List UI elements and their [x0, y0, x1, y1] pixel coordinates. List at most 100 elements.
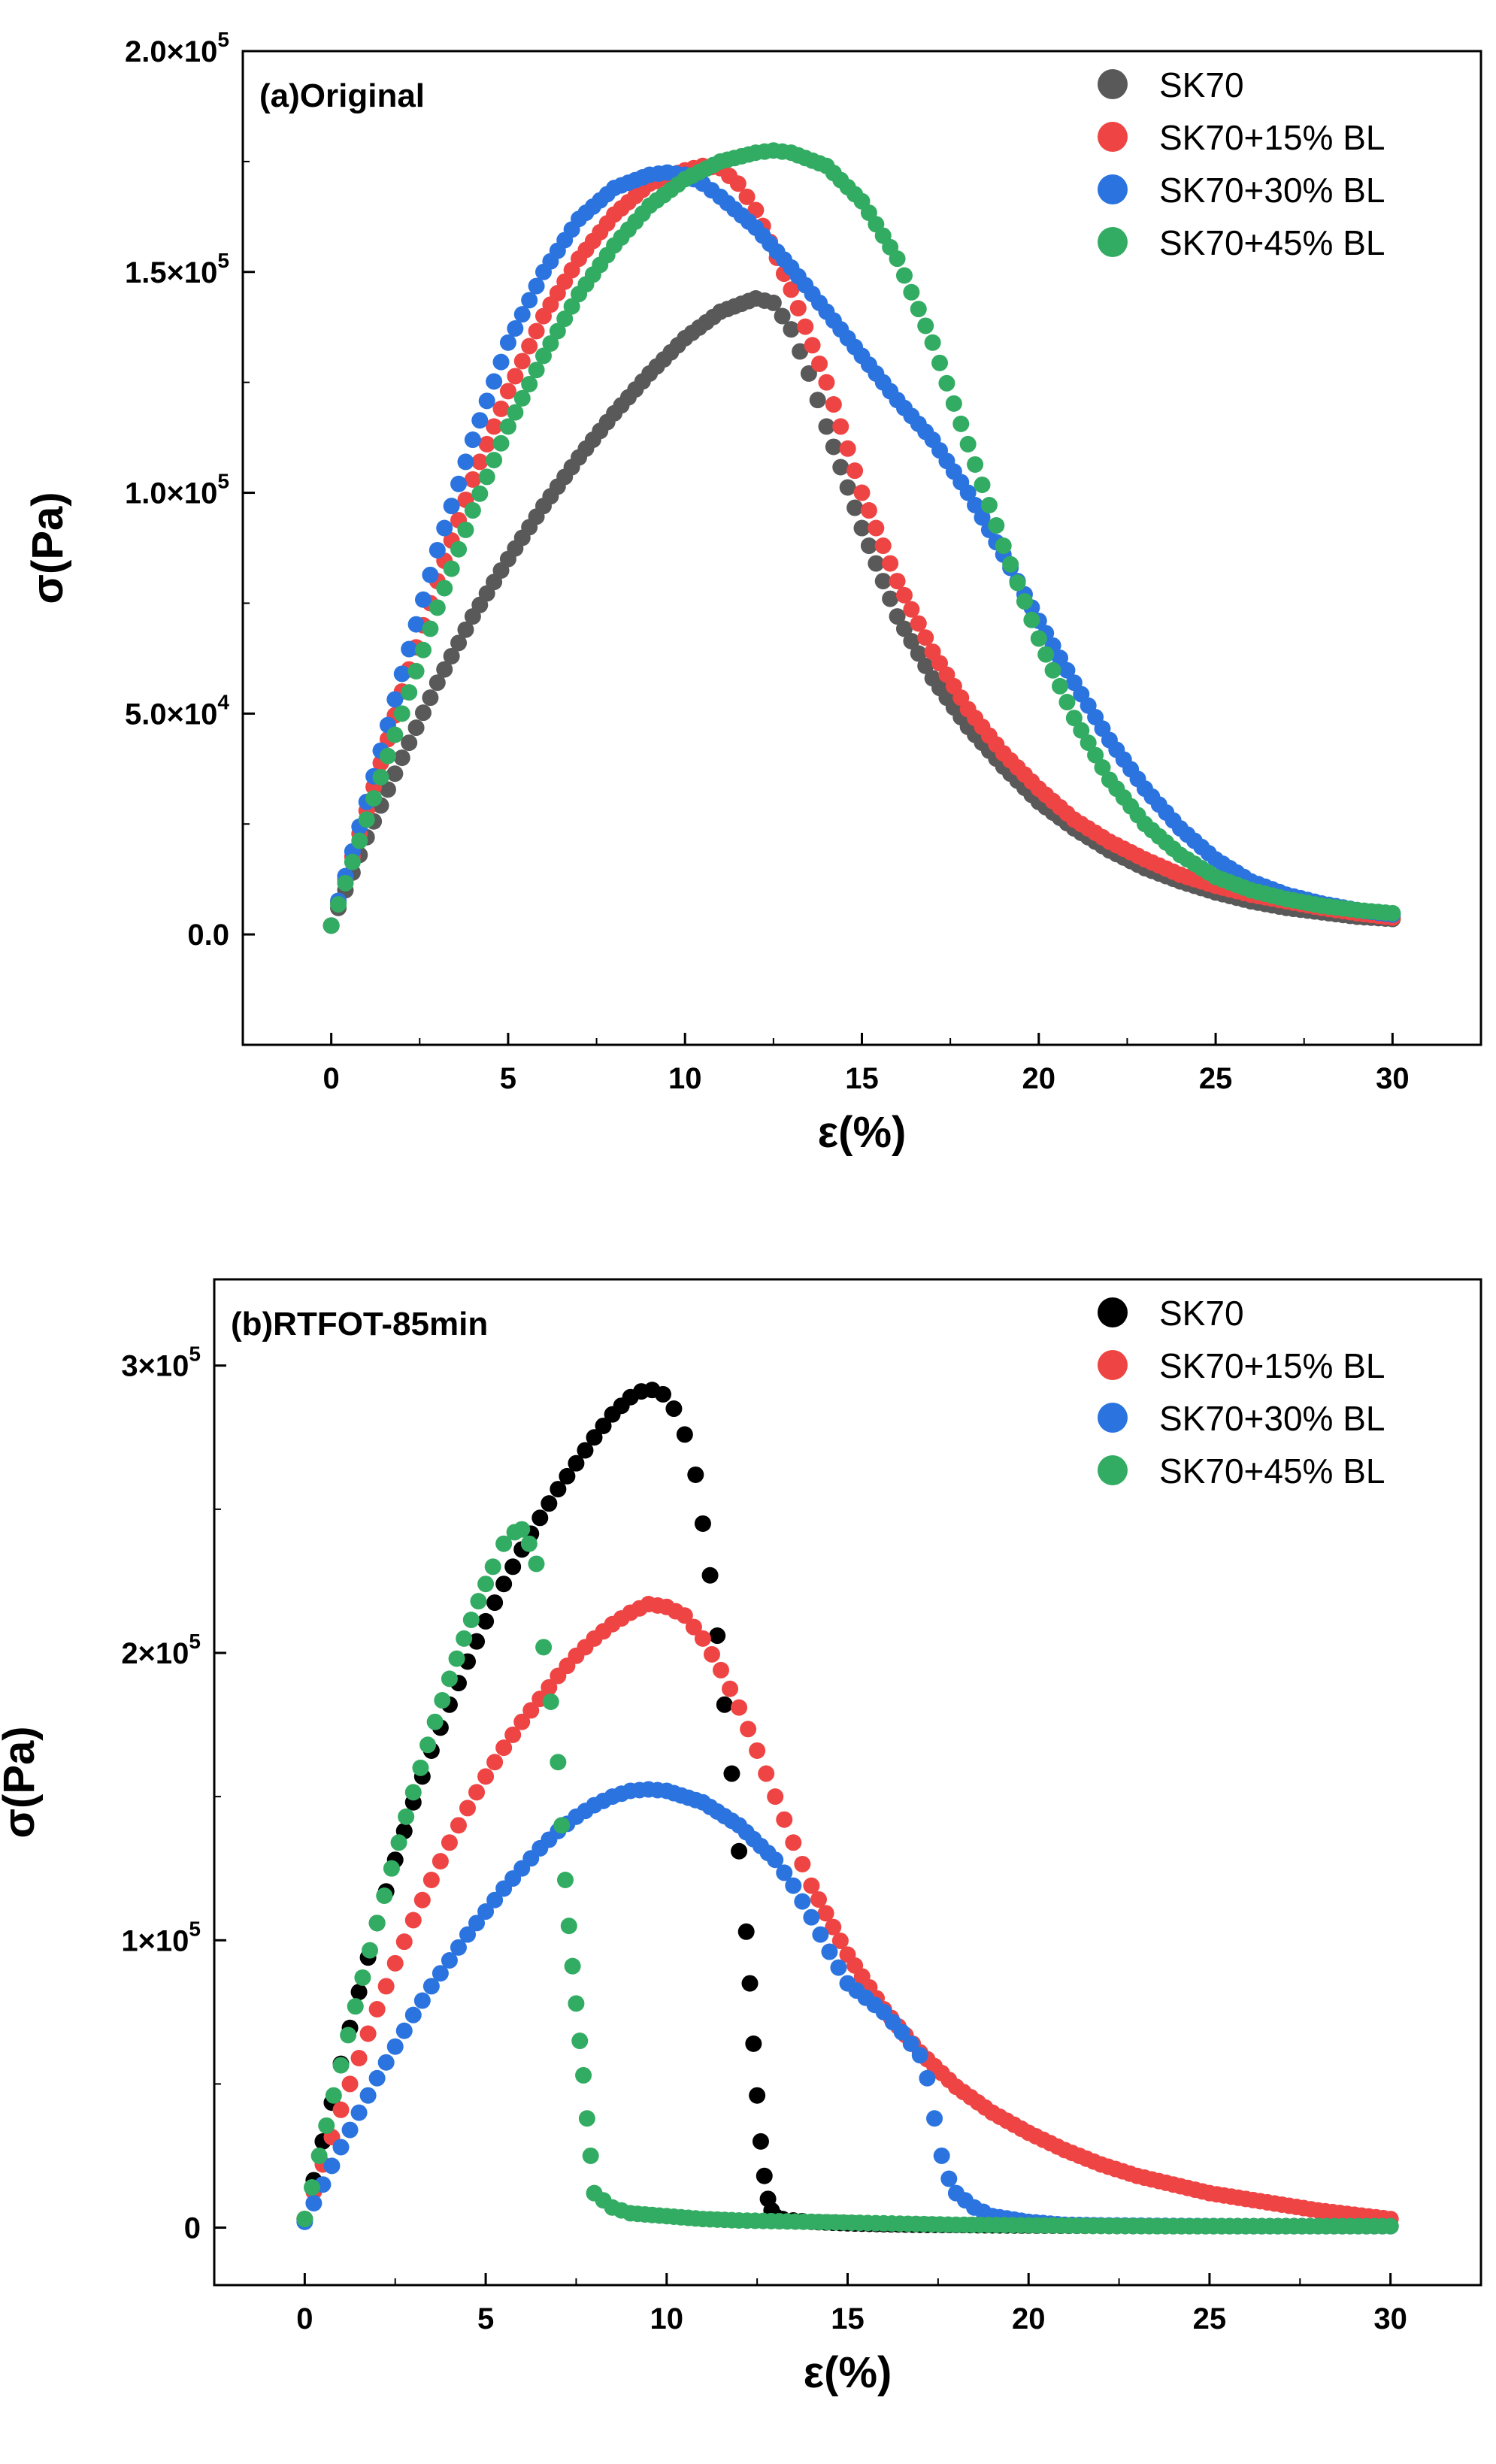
data-point [817, 1905, 834, 1922]
data-point [541, 1495, 558, 1512]
data-point [450, 1939, 467, 1956]
data-point [792, 343, 809, 360]
x-axis: 0 5 10 15 20 25 30 [242, 1033, 1482, 1095]
data-point [325, 2087, 342, 2104]
data-point [846, 499, 864, 516]
data-point [910, 615, 927, 632]
data-point [713, 1661, 729, 1678]
data-point [358, 811, 375, 828]
data-point [441, 1834, 458, 1851]
data-point [676, 1426, 693, 1443]
legend-label: SK70 [1159, 1294, 1244, 1333]
data-point [1065, 710, 1083, 727]
data-point [386, 765, 404, 782]
data-point [383, 1860, 400, 1877]
data-point [709, 1627, 726, 1645]
data-point [783, 321, 800, 338]
x-tick-label: 25 [1199, 1062, 1233, 1095]
legend: SK70 SK70+15% BL SK70+30% BL SK70+45% BL [1098, 1294, 1385, 1491]
data-point [429, 674, 446, 692]
data-point [393, 705, 410, 722]
data-point [767, 1788, 784, 1806]
data-point [471, 485, 489, 502]
series-sk70 [323, 290, 1401, 934]
data-point [783, 281, 800, 298]
y-tick-label-base: 2.0×10 [125, 35, 217, 68]
data-point [521, 292, 538, 309]
data-point [379, 747, 396, 764]
data-point [484, 1558, 501, 1576]
data-point [556, 310, 574, 328]
data-point [577, 1442, 594, 1459]
data-point [745, 2035, 762, 2052]
data-point [422, 620, 439, 637]
data-point [687, 1466, 704, 1483]
data-point [457, 621, 474, 638]
data-point [401, 684, 418, 701]
data-point [470, 1593, 487, 1610]
data-point [350, 2049, 368, 2066]
data-point [414, 591, 432, 608]
data-point [765, 294, 782, 311]
x-tick-label: 25 [1193, 2302, 1227, 2335]
data-point [933, 2147, 950, 2164]
data-point [457, 453, 474, 471]
data-point [959, 435, 977, 453]
data-point [323, 917, 340, 934]
data-point [468, 1915, 486, 1932]
series-sk70-45-bl [323, 142, 1401, 934]
data-point [471, 453, 489, 471]
data-point [832, 459, 849, 476]
data-point [893, 2024, 910, 2041]
data-point [477, 1576, 495, 1593]
legend-marker [1098, 1350, 1128, 1380]
x-tick-label: 30 [1373, 2302, 1407, 2335]
data-point [368, 2069, 386, 2087]
data-point [654, 1385, 671, 1403]
data-point [988, 517, 1005, 534]
data-point [568, 1995, 585, 2012]
data-point [665, 1400, 683, 1418]
data-point [450, 634, 468, 652]
data-point [809, 392, 826, 409]
data-point [767, 1851, 784, 1869]
data-point [407, 719, 425, 737]
data-series-group [323, 142, 1401, 934]
data-point [486, 373, 503, 390]
data-point [414, 704, 432, 722]
data-point [422, 1978, 440, 1995]
data-point [522, 1702, 540, 1719]
data-point [386, 726, 404, 743]
data-point [853, 519, 871, 537]
data-point [571, 2033, 589, 2050]
data-point [722, 1680, 739, 1697]
data-point [492, 353, 510, 371]
data-point [413, 1891, 431, 1909]
data-point [830, 1959, 847, 1976]
data-point [895, 586, 913, 604]
data-point [379, 781, 396, 798]
data-point [495, 1576, 513, 1593]
data-point [811, 355, 828, 372]
data-point [903, 601, 920, 618]
data-point [832, 418, 849, 435]
data-point [377, 1978, 395, 1995]
data-point [412, 1759, 429, 1776]
series-sk70-30-bl [296, 1781, 1399, 2235]
legend-label: SK70+15% BL [1159, 1346, 1385, 1385]
data-point [774, 307, 791, 325]
data-point [803, 1909, 820, 1926]
data-point [477, 1903, 495, 1921]
data-point [393, 665, 410, 683]
data-point [542, 1693, 559, 1710]
data-point [749, 1742, 766, 1759]
data-point [459, 1926, 476, 1943]
data-point [882, 555, 899, 572]
data-point [919, 2069, 936, 2087]
data-point [432, 1853, 449, 1870]
y-tick-label-base: 1×10 [121, 1924, 189, 1957]
